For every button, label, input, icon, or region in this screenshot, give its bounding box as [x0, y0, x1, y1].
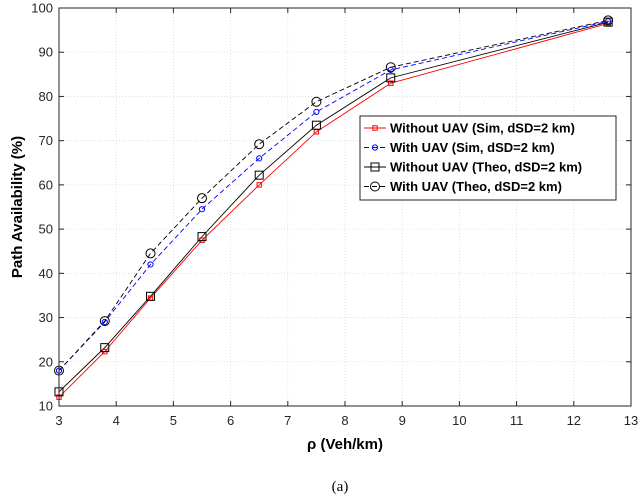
x-tick-label: 5	[170, 413, 177, 428]
y-tick-label: 70	[39, 133, 53, 148]
data-point-series-3	[254, 170, 264, 180]
y-tick-label: 60	[39, 177, 53, 192]
y-tick-label: 10	[39, 399, 53, 414]
legend-marker-2	[371, 144, 379, 151]
data-point-series-3	[386, 73, 396, 83]
series-line-1	[58, 23, 609, 398]
data-point-series-4	[197, 193, 207, 204]
y-axis-title: Path Availability (%)	[9, 136, 26, 278]
legend-marker-4	[370, 181, 380, 192]
tick-labels: 3 4 5 6 7 8 9 10 11 12 13 10 20 30 40 50 60 70 80 90 100	[31, 1, 638, 429]
data-point-series-2	[256, 155, 263, 162]
data-point-series-3	[197, 232, 207, 242]
legend-label-4: With UAV (Theo, dSD=2 km)	[390, 179, 562, 194]
x-tick-label: 10	[452, 413, 466, 428]
data-point-series-2	[147, 261, 154, 268]
legend-entries: Without UAV (Sim, dSD=2 km) With UAV (Sim…	[364, 121, 582, 194]
data-point-series-4	[145, 248, 156, 259]
figure-caption: (a)	[332, 479, 349, 495]
legend-label-2: With UAV (Sim, dSD=2 km)	[390, 140, 555, 155]
data-point-series-1	[388, 80, 394, 86]
legend-label-3: Without UAV (Theo, dSD=2 km)	[390, 160, 582, 175]
x-tick-label: 6	[227, 413, 234, 428]
data-point-series-4	[254, 139, 265, 150]
x-tick-label: 13	[624, 413, 638, 428]
data-point-series-2	[313, 108, 320, 116]
data-point-series-3	[146, 291, 156, 301]
data-point-series-4	[603, 15, 614, 26]
y-tick-label: 20	[39, 354, 53, 369]
y-tick-label: 100	[31, 1, 53, 16]
data-point-series-4	[385, 62, 396, 73]
x-axis-title: ρ (Veh/km)	[307, 436, 383, 453]
legend-marker-1	[372, 125, 378, 131]
data-point-series-3	[311, 120, 321, 130]
x-tick-label: 11	[510, 413, 524, 428]
y-tick-label: 50	[39, 222, 53, 237]
legend-box	[359, 115, 617, 201]
legend-label-1: Without UAV (Sim, dSD=2 km)	[390, 121, 575, 136]
grid	[59, 8, 631, 406]
x-tick-label: 8	[341, 413, 348, 428]
data-point-series-3	[100, 343, 110, 353]
legend-marker-3	[370, 162, 380, 172]
y-tick-label: 80	[39, 89, 53, 104]
data-point-series-1	[256, 182, 262, 188]
series-lines	[58, 19, 609, 398]
data-point-series-2	[387, 66, 394, 74]
y-tick-label: 30	[39, 310, 53, 325]
axis-ticks	[58, 7, 632, 407]
series-line-3	[58, 21, 609, 393]
data-point-series-4	[311, 96, 322, 107]
y-tick-label: 40	[39, 266, 53, 281]
data-point-series-2	[198, 206, 206, 213]
y-tick-label: 90	[39, 45, 53, 60]
x-tick-label: 7	[284, 413, 291, 428]
data-point-series-2	[101, 318, 108, 326]
legend: Without UAV (Sim, dSD=2 km) With UAV (Sim…	[359, 115, 617, 201]
x-tick-label: 12	[567, 413, 581, 428]
x-tick-label: 4	[113, 413, 120, 428]
x-tick-label: 9	[399, 413, 406, 428]
x-tick-label: 3	[55, 413, 62, 428]
data-point-series-2	[605, 18, 612, 25]
data-point-series-4	[99, 316, 110, 327]
series-markers	[54, 15, 614, 400]
series-line-4	[58, 19, 609, 371]
